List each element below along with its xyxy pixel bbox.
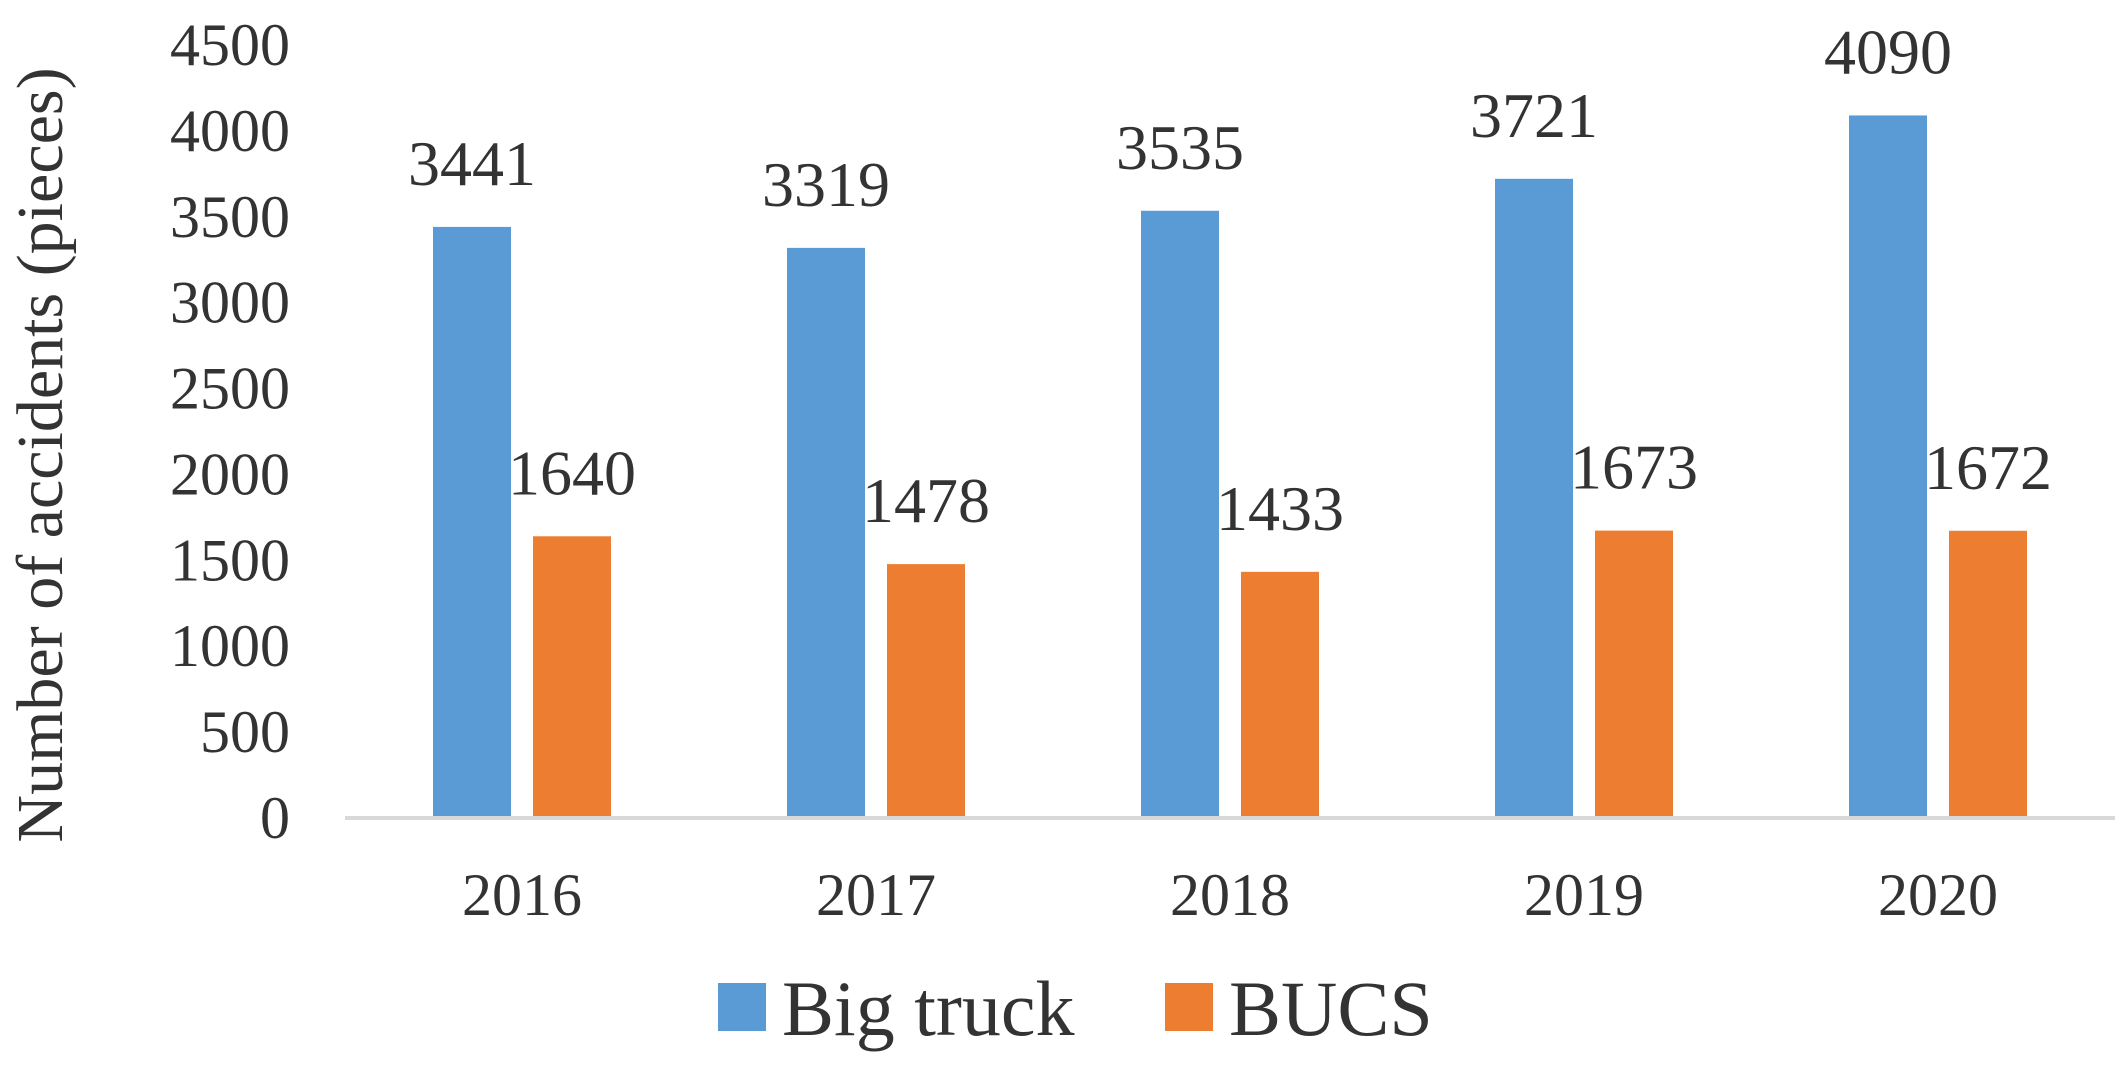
- x-tick-label: 2016: [462, 862, 582, 928]
- legend-swatch-big-truck: [718, 983, 766, 1031]
- legend-label: BUCS: [1229, 965, 1433, 1052]
- legend-swatch-bucs: [1165, 983, 1213, 1031]
- data-label: 4090: [1824, 16, 1952, 87]
- bar-bucs-2020: [1949, 530, 2027, 818]
- data-label: 1672: [1924, 432, 2052, 503]
- bars: [433, 115, 2027, 819]
- x-tick-label: 2018: [1170, 862, 1290, 928]
- bar-bucs-2016: [533, 536, 611, 818]
- y-tick-label: 0: [260, 785, 290, 851]
- bar-big-truck-2016: [433, 226, 511, 819]
- data-label: 3535: [1116, 112, 1244, 183]
- bar-bucs-2017: [887, 564, 965, 818]
- data-label: 3441: [408, 128, 536, 199]
- bar-big-truck-2020: [1849, 115, 1927, 818]
- data-label: 3721: [1470, 80, 1598, 151]
- y-tick-label: 2500: [170, 356, 290, 422]
- data-label: 1433: [1216, 473, 1344, 544]
- y-tick-label: 4000: [170, 98, 290, 164]
- legend-label: Big truck: [782, 965, 1074, 1052]
- y-tick-label: 3000: [170, 270, 290, 336]
- x-tick-label: 2020: [1878, 862, 1998, 928]
- y-tick-label: 3500: [170, 184, 290, 250]
- y-tick-label: 1500: [170, 527, 290, 593]
- x-tick-label: 2019: [1524, 862, 1644, 928]
- bar-bucs-2018: [1241, 571, 1319, 818]
- y-tick-label: 4500: [170, 12, 290, 78]
- data-label: 1478: [862, 465, 990, 536]
- data-labels: 3441 1640 3319 1478 3535 1433 3721 1673 4090 1672: [408, 16, 2052, 543]
- bar-big-truck-2018: [1141, 210, 1219, 818]
- y-axis-ticks: 0 500 1000 1500 2000 2500 3000 3500 4000 4500: [170, 12, 290, 851]
- y-axis-label: Number of accidents (pieces): [4, 67, 77, 842]
- data-label: 3319: [762, 149, 890, 220]
- bar-bucs-2019: [1595, 530, 1673, 818]
- y-tick-label: 2000: [170, 441, 290, 507]
- x-tick-label: 2017: [816, 862, 936, 928]
- data-label: 1640: [508, 437, 636, 508]
- y-axis-label-group: Number of accidents (pieces): [4, 67, 77, 842]
- y-tick-label: 500: [200, 699, 290, 765]
- bar-big-truck-2017: [787, 247, 865, 818]
- y-tick-label: 1000: [170, 613, 290, 679]
- data-label: 1673: [1570, 432, 1698, 503]
- bar-big-truck-2019: [1495, 178, 1573, 819]
- legend: Big truck BUCS: [718, 965, 1433, 1052]
- x-axis-ticks: 2016 2017 2018 2019 2020: [462, 862, 1998, 928]
